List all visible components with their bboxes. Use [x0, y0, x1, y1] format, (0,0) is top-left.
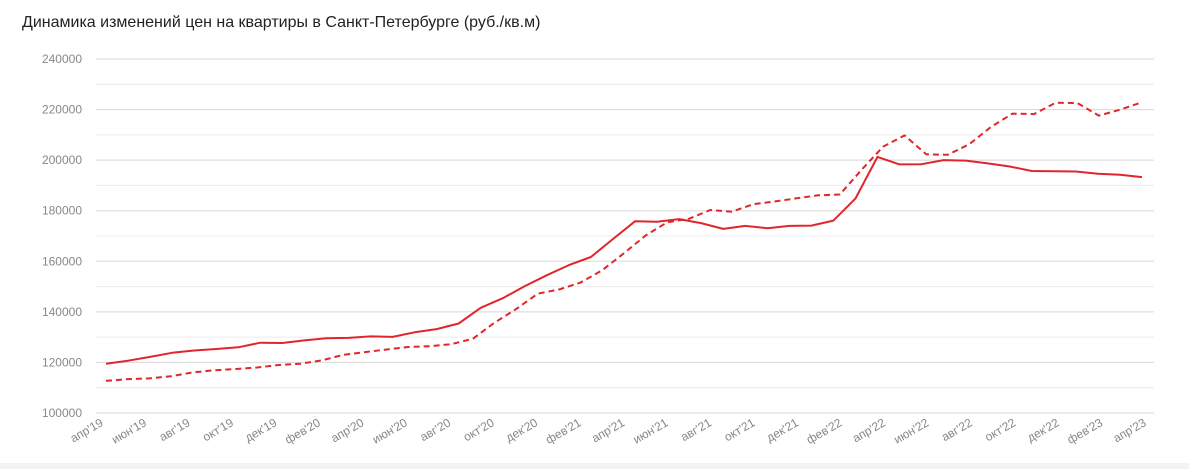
- y-tick-label: 160000: [42, 254, 82, 268]
- y-tick-label: 140000: [42, 305, 82, 319]
- x-tick-label: окт'19: [200, 415, 236, 444]
- x-tick-label: апр'21: [589, 415, 627, 445]
- x-tick-label: авг'21: [678, 415, 714, 444]
- bottom-divider: [0, 463, 1189, 469]
- x-tick-label: фев'21: [543, 415, 584, 447]
- y-tick-label: 100000: [42, 406, 82, 420]
- series-lines: [105, 101, 1143, 382]
- grid-lines: [96, 58, 1154, 414]
- series-line-dashed: [105, 101, 1143, 382]
- x-tick-label: июн'21: [631, 415, 671, 446]
- x-tick-label: фев'23: [1065, 415, 1106, 447]
- x-tick-label: окт'20: [461, 415, 497, 444]
- x-tick-label: авг'22: [939, 415, 975, 444]
- x-tick-label: июн'19: [109, 415, 149, 446]
- chart-title: Динамика изменений цен на квартиры в Сан…: [22, 14, 541, 31]
- y-tick-label: 180000: [42, 204, 82, 218]
- x-tick-label: дек'20: [503, 415, 540, 445]
- y-tick-label: 120000: [42, 355, 82, 369]
- x-tick-label: фев'22: [804, 415, 845, 447]
- x-tick-label: июн'20: [370, 415, 410, 446]
- x-tick-label: авг'19: [157, 415, 193, 444]
- x-tick-label: июн'22: [891, 415, 931, 446]
- x-tick-label: апр'23: [1111, 415, 1149, 445]
- x-tick-label: дек'22: [1025, 415, 1062, 445]
- x-tick-label: фев'20: [282, 415, 323, 447]
- y-axis-ticks: 100000 120000 140000 160000 180000 200000 2200…: [42, 52, 82, 420]
- x-tick-label: окт'21: [722, 415, 758, 444]
- x-tick-label: апр'20: [329, 415, 367, 445]
- series-line-solid: [105, 155, 1143, 365]
- x-tick-label: авг'20: [418, 415, 454, 444]
- x-tick-label: апр'22: [850, 415, 888, 445]
- y-tick-label: 200000: [42, 153, 82, 167]
- x-tick-label: дек'21: [764, 415, 801, 445]
- y-tick-label: 220000: [42, 103, 82, 117]
- y-tick-label: 240000: [42, 52, 82, 66]
- x-tick-label: дек'19: [242, 415, 279, 445]
- x-tick-label: окт'22: [982, 415, 1018, 444]
- x-axis-ticks: апр'19 июн'19 авг'19 окт'19 дек'19 фев'20 апр'…: [68, 415, 1149, 447]
